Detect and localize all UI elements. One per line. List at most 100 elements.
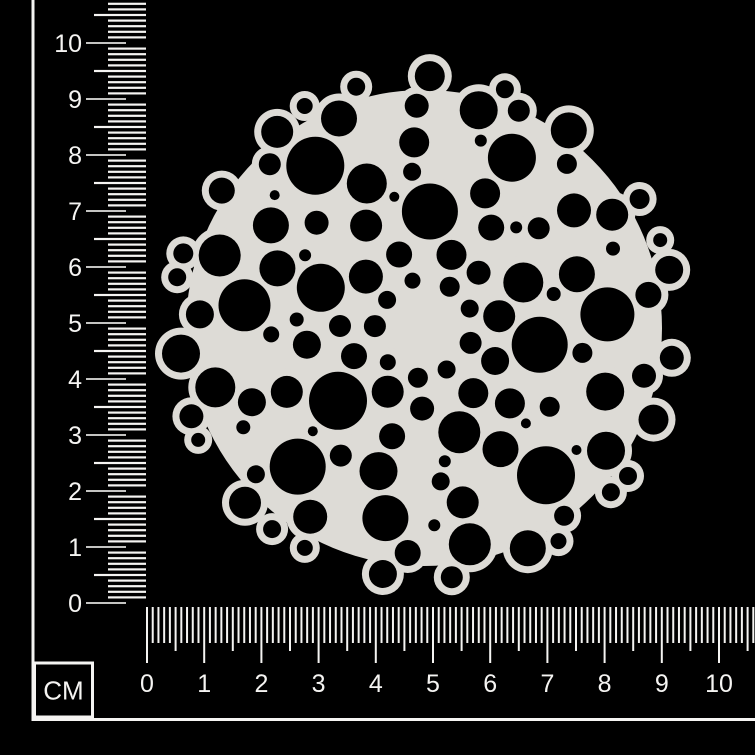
- bubble-hole: [527, 217, 550, 240]
- bubble-hole: [379, 423, 406, 450]
- bubble-hole: [458, 378, 489, 409]
- h-half-cm-tick: [746, 607, 749, 651]
- bubble-hole: [481, 347, 510, 375]
- v-mm-tick: [108, 254, 146, 257]
- v-mm-tick: [108, 484, 146, 487]
- h-cm-tick: [432, 607, 434, 663]
- v-cm-tick: [86, 602, 126, 604]
- h-mm-tick: [191, 607, 194, 643]
- v-half-cm-tick: [94, 573, 146, 577]
- bubble-hole: [558, 256, 595, 293]
- bubble-hole: [329, 315, 351, 337]
- h-mm-tick: [655, 607, 658, 643]
- v-mm-tick: [108, 478, 146, 481]
- v-mm-tick: [108, 226, 146, 229]
- h-mm-tick: [483, 607, 486, 643]
- v-mm-tick: [108, 534, 146, 537]
- bubble-hole: [596, 198, 629, 231]
- bubble-hole: [466, 260, 491, 285]
- bubble-hole: [459, 91, 498, 130]
- h-mm-tick: [414, 607, 417, 643]
- h-mm-tick: [426, 607, 429, 643]
- v-cm-tick: [86, 98, 126, 100]
- v-mm-tick: [108, 411, 146, 414]
- v-mm-tick: [108, 109, 146, 112]
- h-mm-tick: [615, 607, 618, 643]
- bubble-hole: [407, 367, 428, 388]
- bubble-hole: [619, 467, 637, 485]
- v-mm-tick: [108, 579, 146, 582]
- h-cm-tick: [603, 607, 606, 663]
- h-mm-tick: [283, 607, 286, 643]
- v-mm-tick: [108, 568, 146, 571]
- bubble-hole: [571, 445, 582, 455]
- v-half-cm-tick: [94, 349, 146, 353]
- v-mm-tick: [108, 333, 146, 336]
- bubble-hole: [296, 263, 345, 312]
- h-mm-tick: [569, 607, 572, 643]
- bubble-hole: [460, 299, 479, 318]
- h-half-cm-tick: [517, 607, 520, 651]
- bubble-hole: [162, 334, 200, 373]
- unit-label: CM: [43, 676, 83, 706]
- h-half-cm-tick: [632, 607, 635, 651]
- v-mm-tick: [108, 36, 146, 39]
- bubble-hole: [503, 262, 544, 303]
- bubble-hole: [293, 499, 328, 534]
- v-mm-tick: [108, 316, 146, 319]
- bubble-hole: [341, 343, 367, 370]
- v-cm-tick: [86, 322, 126, 324]
- v-mm-tick: [108, 355, 146, 358]
- bubble-hole: [368, 560, 397, 588]
- v-mm-tick: [108, 501, 146, 504]
- v-mm-tick: [108, 383, 146, 386]
- bubble-hole: [494, 388, 525, 419]
- h-cm-tick: [374, 607, 377, 663]
- v-half-cm-tick: [94, 517, 146, 521]
- h-ruler-number-2: 2: [254, 670, 268, 698]
- h-cm-tick: [546, 607, 549, 663]
- h-mm-tick: [237, 607, 240, 643]
- h-mm-tick: [626, 607, 629, 643]
- bubble-hole: [511, 316, 568, 373]
- bubble-hole: [296, 539, 313, 556]
- v-mm-tick: [108, 170, 146, 173]
- h-mm-tick: [391, 607, 394, 643]
- h-mm-tick: [677, 607, 680, 643]
- chipboard-artwork: [155, 54, 691, 596]
- bubble-hole: [321, 100, 357, 137]
- v-mm-tick: [108, 529, 146, 532]
- h-mm-tick: [329, 607, 332, 643]
- ruler-bottom-line: [31, 718, 755, 721]
- h-half-cm-tick: [575, 607, 577, 651]
- bubble-hole: [179, 404, 204, 429]
- h-mm-tick: [277, 607, 280, 643]
- v-mm-tick: [108, 81, 146, 84]
- ruler-left-axis-line: [31, 0, 35, 721]
- bubble-hole: [554, 505, 575, 526]
- h-mm-tick: [311, 607, 314, 643]
- h-mm-tick: [243, 607, 246, 643]
- h-mm-tick: [620, 607, 623, 643]
- bubble-hole: [252, 207, 289, 244]
- bubble-hole: [208, 177, 235, 204]
- bubble-hole: [269, 438, 326, 495]
- h-mm-tick: [512, 607, 515, 643]
- bubble-hole: [289, 312, 304, 327]
- h-mm-tick: [500, 607, 503, 643]
- bubble-hole: [638, 404, 669, 435]
- bubble-hole: [350, 209, 383, 242]
- bubble-hole: [378, 290, 397, 309]
- bubble-hole: [286, 136, 345, 195]
- v-mm-tick: [108, 422, 146, 425]
- h-mm-tick: [220, 607, 223, 643]
- h-mm-tick: [386, 607, 389, 643]
- h-mm-tick: [443, 607, 446, 643]
- v-mm-tick: [108, 495, 146, 498]
- h-mm-tick: [523, 607, 526, 643]
- bubble-hole: [482, 431, 519, 468]
- bubble-hole: [304, 210, 329, 235]
- bubble-hole: [246, 465, 265, 484]
- h-mm-tick: [729, 607, 732, 643]
